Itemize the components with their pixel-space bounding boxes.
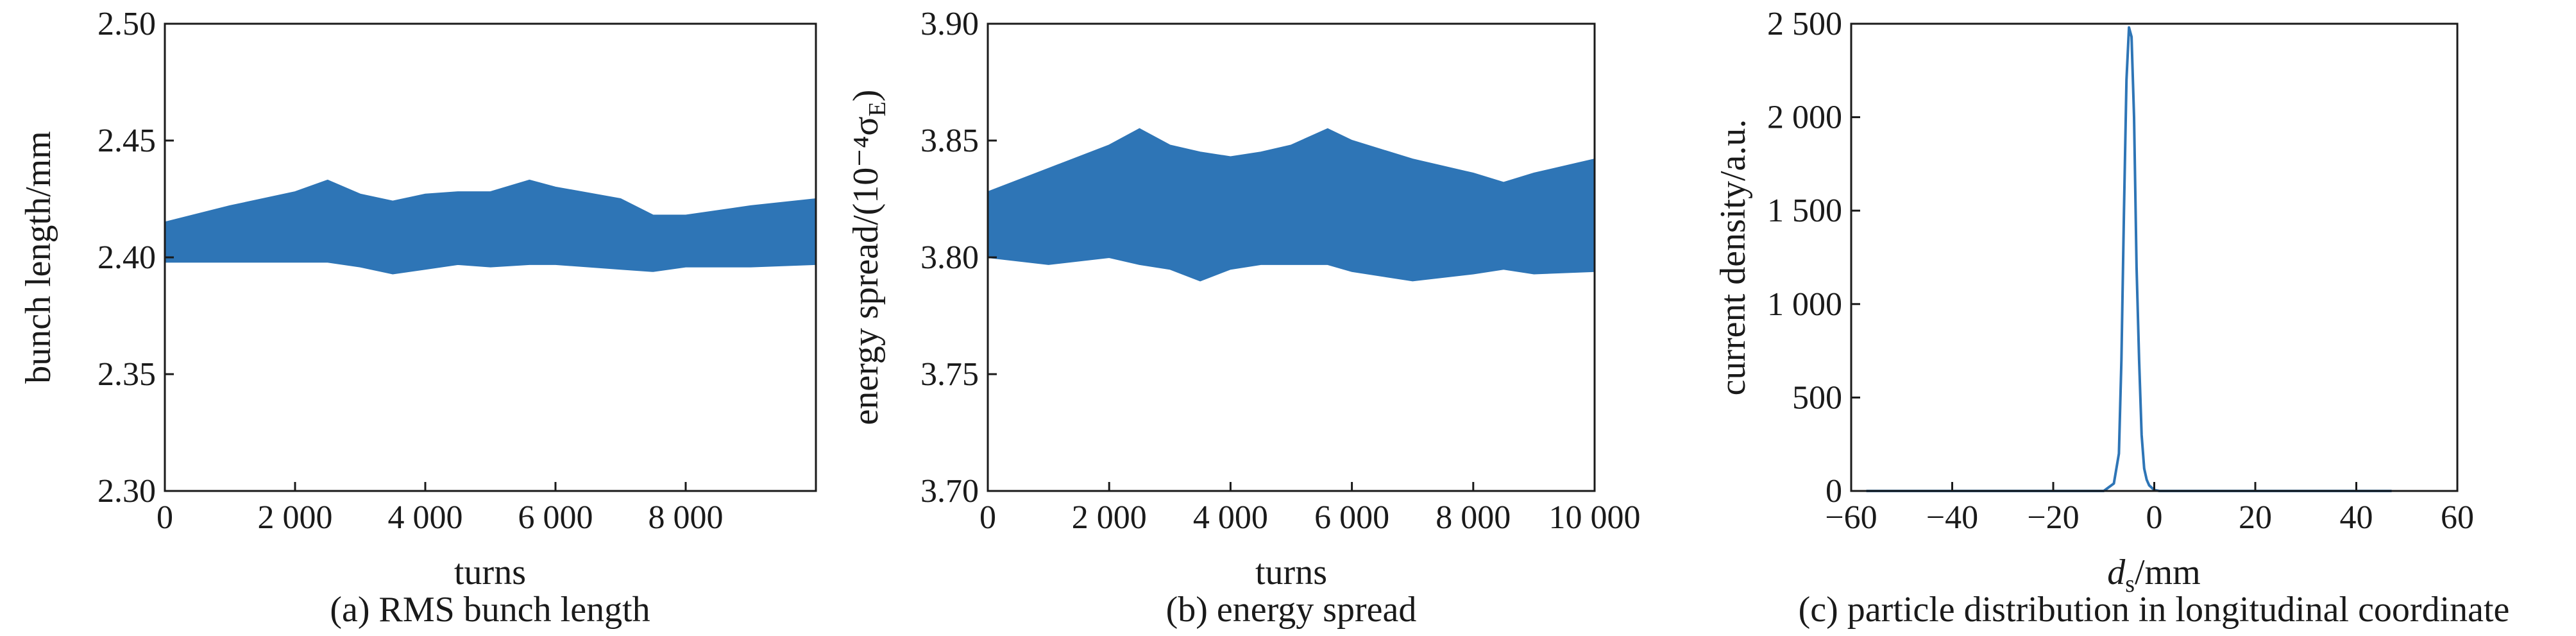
panel-c-x-tick-label: 0: [2146, 499, 2163, 536]
panel-b-plot-area: [987, 128, 1595, 282]
panel-a-x-axis-label: turns: [454, 553, 526, 592]
panel-b-y-tick-label: 3.85: [920, 123, 979, 159]
panel-c-x-tick-label: 40: [2340, 499, 2373, 536]
panel-c-x-ticks: −60 −40 −20 0 20 40 60: [1825, 482, 2474, 536]
panel-b-x-tick-label: 8 000: [1436, 499, 1511, 536]
panel-c-x-tick-label: 20: [2239, 499, 2272, 536]
panel-c-y-tick-label: 2 500: [1767, 6, 1842, 42]
panel-c-y-tick-label: 2 000: [1767, 99, 1842, 136]
panel-c-x-axis-label: ds/mm: [2107, 553, 2200, 597]
panel-b-y-tick-label: 3.90: [920, 6, 979, 42]
panel-b-y-axis-label-main: energy spread/(10⁻⁴σ: [846, 116, 886, 425]
panel-c-y-tick-label: 1 500: [1767, 193, 1842, 229]
panel-a-series-band: [164, 179, 817, 275]
panel-b-y-tick-label: 3.75: [920, 356, 979, 393]
panel-b-y-tick-label: 3.80: [920, 239, 979, 276]
panel-a-x-ticks: 0 2 000 4 000 6 000 8 000: [157, 482, 724, 536]
panel-c-plot-area: [1866, 26, 2392, 492]
panel-b-x-tick-label: 6 000: [1314, 499, 1389, 536]
panel-a-y-tick-label: 2.50: [97, 6, 156, 42]
panel-b-series-band: [987, 128, 1595, 282]
panel-b-x-tick-label: 0: [979, 499, 996, 536]
panel-c-x-tick-label: −20: [2027, 499, 2079, 536]
panel-c-x-axis-label-main: d: [2107, 553, 2126, 592]
panel-a-plot-area: [164, 179, 817, 275]
panel-a-x-tick-label: 8 000: [648, 499, 724, 536]
panel-b-y-ticks: 3.70 3.75 3.80 3.85 3.90: [920, 6, 997, 510]
panel-c-caption: (c) particle distribution in longitudina…: [1799, 590, 2510, 630]
panel-a-x-tick-label: 6 000: [518, 499, 593, 536]
panel-b-x-tick-label: 2 000: [1072, 499, 1147, 536]
panel-a-y-ticks: 2.30 2.35 2.40 2.45 2.50: [97, 6, 174, 510]
panel-a-y-tick-label: 2.45: [97, 123, 156, 159]
panel-b-y-axis-label-sub: E: [864, 101, 891, 116]
panel-c-x-tick-label: 60: [2441, 499, 2474, 536]
panel-b-x-ticks: 0 2 000 4 000 6 000 8 000 10 000: [979, 482, 1641, 536]
panel-c-y-ticks: 0 500 1 000 1 500 2 000 2 500: [1767, 6, 1860, 510]
panel-b-y-axis-label-end: ): [846, 90, 886, 102]
panel-c: −60 −40 −20 0 20 40 60 0 500 1 000 1 500 2 000 2 50…: [1713, 6, 2509, 630]
panel-c-x-tick-label: −60: [1825, 499, 1877, 536]
panel-c-series-line: [1866, 26, 2392, 492]
panel-b-x-tick-label: 4 000: [1193, 499, 1268, 536]
panel-c-x-tick-label: −40: [1926, 499, 1978, 536]
panel-a-caption: (a) RMS bunch length: [330, 590, 650, 630]
panel-b-caption: (b) energy spread: [1166, 590, 1417, 630]
panel-a-y-tick-label: 2.40: [97, 239, 156, 276]
panel-c-y-tick-label: 1 000: [1767, 286, 1842, 323]
panel-b-y-axis-label: energy spread/(10⁻⁴σE): [846, 90, 891, 425]
panel-c-x-axis-label-sub: s: [2125, 571, 2135, 597]
panel-a-x-tick-label: 2 000: [258, 499, 333, 536]
panel-b-x-axis-label: turns: [1255, 553, 1327, 592]
panel-a-x-tick-label: 0: [157, 499, 173, 536]
panel-c-y-axis-label: current density/a.u.: [1713, 119, 1753, 396]
panel-b: 0 2 000 4 000 6 000 8 000 10 000 3.70 3.75 3.80…: [846, 6, 1641, 630]
panel-b-y-tick-label: 3.70: [920, 473, 979, 510]
panel-c-y-tick-label: 0: [1826, 473, 1842, 510]
panel-a-y-tick-label: 2.30: [97, 473, 156, 510]
panel-a-x-tick-label: 4 000: [388, 499, 463, 536]
panel-a-y-axis-label: bunch length/mm: [19, 131, 58, 384]
panel-a-y-tick-label: 2.35: [97, 356, 156, 393]
panel-c-x-axis-label-end: /mm: [2135, 553, 2201, 592]
panel-b-x-tick-label: 10 000: [1549, 499, 1641, 536]
panel-c-y-tick-label: 500: [1792, 379, 1842, 416]
panel-c-frame: [1850, 22, 2459, 492]
